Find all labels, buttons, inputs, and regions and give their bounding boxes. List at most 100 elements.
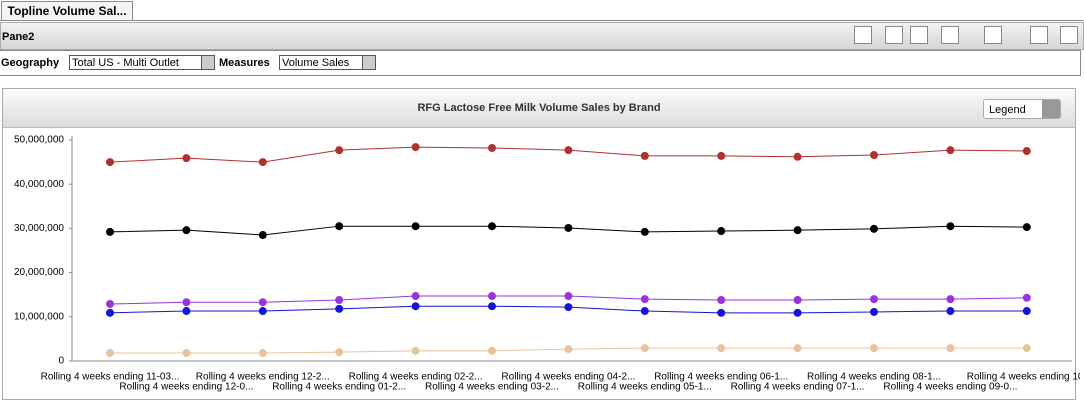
tools-button[interactable] — [1060, 26, 1078, 44]
y-tick-label: 20,000,000 — [14, 267, 64, 278]
x-tick-label: Rolling 4 weeks ending 10- — [967, 372, 1080, 383]
measures-select[interactable]: Volume Sales — [279, 55, 376, 70]
data-point — [1022, 293, 1031, 302]
x-tick-label: Rolling 4 weeks ending 09-0... — [883, 382, 1017, 393]
data-point — [793, 152, 802, 161]
filter-bar: Geography Total US - Multi Outlet Measur… — [0, 50, 1081, 76]
data-point — [182, 307, 191, 316]
data-point — [335, 348, 344, 357]
data-point — [182, 349, 191, 358]
select-value: Total US - Multi Outlet — [72, 57, 179, 69]
data-point — [640, 295, 649, 304]
layout-button[interactable] — [984, 26, 1002, 44]
data-point — [870, 295, 878, 304]
x-tick-label: Rolling 4 weeks ending 12-2... — [196, 372, 330, 383]
data-point — [258, 158, 267, 167]
data-point — [335, 146, 344, 155]
data-point — [717, 227, 726, 236]
data-point — [946, 307, 955, 316]
data-point — [335, 304, 344, 313]
data-point — [870, 224, 878, 233]
columns-button[interactable] — [910, 26, 928, 44]
data-point — [793, 226, 802, 235]
data-point — [182, 154, 191, 163]
data-point — [411, 302, 420, 311]
data-point — [411, 292, 420, 301]
sort-button[interactable] — [885, 26, 903, 44]
data-point — [717, 344, 726, 353]
data-point — [640, 307, 649, 316]
data-point — [182, 226, 191, 235]
data-point — [564, 303, 573, 312]
chart-header: RFG Lactose Free Milk Volume Sales by Br… — [3, 89, 1075, 128]
chart-panel: RFG Lactose Free Milk Volume Sales by Br… — [2, 88, 1076, 400]
y-tick-label: 40,000,000 — [14, 179, 64, 190]
x-tick-label: Rolling 4 weeks ending 04-2... — [501, 372, 635, 383]
data-point — [1022, 147, 1031, 156]
pane-title: Pane2 — [2, 31, 35, 43]
data-point — [182, 298, 191, 307]
data-point — [106, 349, 114, 358]
data-point — [564, 146, 573, 155]
x-tick-label: Rolling 4 weeks ending 05-1... — [578, 382, 712, 393]
data-point — [793, 308, 802, 317]
geography-select[interactable]: Total US - Multi Outlet — [69, 55, 215, 70]
data-point — [1022, 344, 1031, 353]
data-point — [488, 292, 496, 301]
x-tick-label: Rolling 4 weeks ending 11-03... — [41, 372, 180, 383]
x-tick-label: Rolling 4 weeks ending 03-2... — [425, 382, 559, 393]
legend-dropdown[interactable]: Legend — [983, 99, 1061, 119]
chart-title: RFG Lactose Free Milk Volume Sales by Br… — [417, 102, 661, 114]
data-point — [640, 344, 649, 353]
data-point — [640, 151, 649, 160]
data-point — [488, 346, 496, 355]
data-point — [793, 296, 802, 305]
data-point — [1022, 307, 1031, 316]
x-tick-label: Rolling 4 weeks ending 07-1... — [731, 382, 865, 393]
data-point — [870, 344, 878, 353]
y-tick-label: 10,000,000 — [14, 311, 64, 322]
data-point — [106, 227, 114, 236]
data-point — [106, 308, 114, 317]
x-tick-label: Rolling 4 weeks ending 02-2... — [349, 372, 483, 383]
filter-label: Geography — [1, 57, 60, 69]
tab[interactable]: Topline Volume Sal... — [1, 1, 133, 21]
y-tick-label: 50,000,000 — [14, 135, 64, 146]
x-tick-label: Rolling 4 weeks ending 08-1... — [807, 372, 941, 383]
sum-button[interactable] — [941, 26, 959, 44]
data-point — [258, 298, 267, 307]
data-point — [258, 349, 267, 358]
data-point — [564, 223, 573, 232]
pane-header: Pane2 — [0, 22, 1084, 50]
data-point — [488, 143, 496, 152]
x-tick-label: Rolling 4 weeks ending 12-0... — [119, 382, 253, 393]
chart: 0 10,000,000 20,000,000 30,000,000 40,000,00… — [14, 135, 1080, 393]
data-point — [258, 307, 267, 316]
data-point — [106, 299, 114, 308]
info-button[interactable] — [1030, 26, 1048, 44]
data-point — [946, 146, 955, 155]
data-point — [870, 151, 878, 160]
data-point — [640, 227, 649, 236]
data-point — [1022, 223, 1031, 232]
y-tick-label: 30,000,000 — [14, 223, 64, 234]
select-value: Volume Sales — [282, 57, 350, 69]
data-point — [717, 296, 726, 305]
data-point — [717, 151, 726, 160]
data-point — [335, 222, 344, 231]
data-point — [411, 346, 420, 355]
y-tick-label: 0 — [58, 356, 64, 367]
data-point — [946, 222, 955, 231]
data-point — [946, 295, 955, 304]
data-point — [946, 344, 955, 353]
filter-button[interactable] — [854, 26, 872, 44]
tab-line — [0, 20, 1084, 21]
data-point — [564, 292, 573, 301]
data-point — [258, 231, 267, 240]
data-point — [564, 345, 573, 354]
data-point — [488, 222, 496, 231]
x-tick-label: Rolling 4 weeks ending 06-1... — [654, 372, 788, 383]
data-point — [411, 143, 420, 152]
filter-label: Measures — [219, 57, 270, 69]
